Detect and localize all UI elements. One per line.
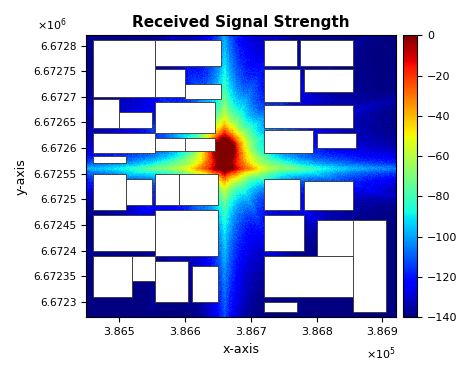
Bar [353,220,386,312]
Bar [155,261,188,302]
Bar [93,215,155,251]
Text: $\times10^5$: $\times10^5$ [366,345,396,362]
Bar [185,84,221,99]
Bar [264,256,353,297]
Bar [155,102,215,133]
Bar [264,40,297,66]
Bar [317,220,356,256]
Bar [264,179,300,210]
Bar [155,138,188,151]
Bar [93,156,126,164]
Bar [93,174,126,210]
Bar [191,266,218,302]
Bar [303,69,353,92]
Bar [264,130,313,153]
Bar [155,210,218,256]
Bar [119,112,152,128]
Bar [93,256,132,297]
Bar [303,181,353,210]
Bar [179,174,218,204]
Bar [126,179,152,204]
Bar [93,99,119,128]
Bar [155,174,179,204]
Bar [317,133,356,148]
X-axis label: x-axis: x-axis [222,342,260,356]
Bar [93,40,155,97]
Text: $\times10^6$: $\times10^6$ [37,16,67,33]
Bar [155,40,221,66]
Bar [132,256,155,281]
Title: Received Signal Strength: Received Signal Strength [132,15,350,30]
Bar [264,302,297,312]
Bar [155,69,185,97]
Bar [300,40,353,66]
Bar [264,69,300,102]
Bar [264,105,353,128]
Bar [93,133,155,153]
Bar [264,215,303,251]
Y-axis label: y-axis: y-axis [15,158,28,195]
Bar [185,138,215,151]
